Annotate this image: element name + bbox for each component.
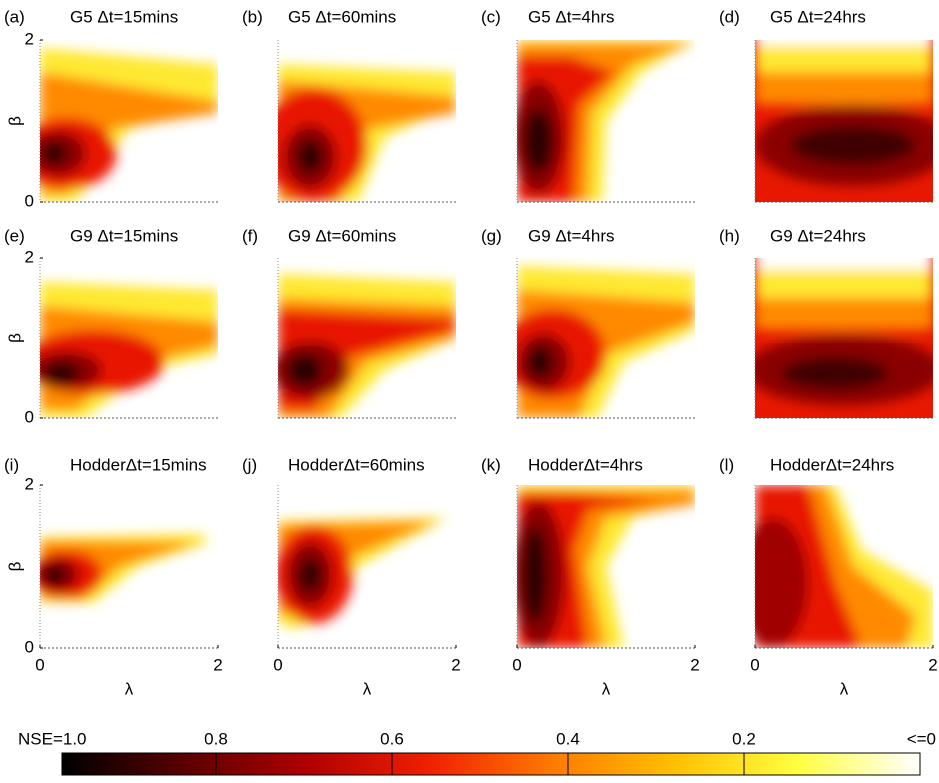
heatmap-core xyxy=(527,346,553,378)
x-tick-label: 0 xyxy=(273,655,282,674)
heatmap-core xyxy=(299,558,321,591)
y-tick-label: 0 xyxy=(25,191,34,210)
heatmap-core xyxy=(43,362,80,385)
panel-label: (k) xyxy=(481,455,501,474)
colorbar-tick-label: 0.8 xyxy=(204,729,228,748)
panel-title: G9 Δt=60mins xyxy=(288,226,396,245)
panel-label: (l) xyxy=(719,455,734,474)
x-axis-label: λ xyxy=(840,679,849,698)
heatmap-field xyxy=(517,485,695,648)
panel-title: HodderΔt=24hrs xyxy=(770,455,894,474)
x-tick-label: 2 xyxy=(451,655,460,674)
heatmap-region xyxy=(755,258,933,298)
heatmap-region xyxy=(755,40,933,45)
panel-title: HodderΔt=60mins xyxy=(288,455,425,474)
heatmap xyxy=(278,485,456,648)
heatmap xyxy=(40,485,218,648)
heatmap xyxy=(755,258,933,418)
heatmap xyxy=(517,40,695,202)
colorbar-tick-label: NSE=1.0 xyxy=(18,729,87,748)
panel-label: (h) xyxy=(719,226,740,245)
heatmap-field xyxy=(278,517,448,629)
y-axis-label: β xyxy=(5,116,24,126)
x-tick-label: 2 xyxy=(928,655,937,674)
x-tick-label: 0 xyxy=(750,655,759,674)
panel-title: G5 Δt=24hrs xyxy=(770,7,866,26)
colorbar-tick-label: 0.6 xyxy=(380,729,404,748)
panel-label: (f) xyxy=(242,226,258,245)
panel-title: G9 Δt=15mins xyxy=(70,226,178,245)
colorbar-tick-label: 0.2 xyxy=(732,729,756,748)
heatmap-field xyxy=(40,533,210,603)
heatmap-core xyxy=(41,142,67,165)
panel-title: G5 Δt=4hrs xyxy=(528,7,614,26)
panel-title: HodderΔt=15mins xyxy=(70,455,207,474)
heatmap-core xyxy=(522,525,548,624)
colorbar-tick-label: 0.4 xyxy=(556,729,580,748)
y-tick-label: 2 xyxy=(25,29,34,48)
heatmap-core xyxy=(755,517,809,648)
panel-label: (b) xyxy=(242,7,263,26)
heatmap xyxy=(755,40,933,202)
heatmap-field xyxy=(40,48,218,202)
heatmap-field xyxy=(40,282,218,418)
heatmap-field xyxy=(517,40,695,202)
y-axis-label: β xyxy=(5,333,24,343)
heatmap xyxy=(517,485,695,648)
x-tick-label: 0 xyxy=(35,655,44,674)
heatmap-core xyxy=(43,564,65,585)
heatmap-field xyxy=(278,64,456,202)
heatmap xyxy=(40,40,218,202)
heatmap-field xyxy=(755,40,933,186)
y-tick-label: 0 xyxy=(25,407,34,426)
heatmap xyxy=(755,485,933,648)
x-tick-label: 0 xyxy=(512,655,521,674)
heatmap-field xyxy=(755,485,933,648)
x-tick-label: 2 xyxy=(690,655,699,674)
panel-title: G9 Δt=24hrs xyxy=(770,226,866,245)
panel-label: (g) xyxy=(481,226,502,245)
heatmap xyxy=(40,258,218,418)
panel-label: (a) xyxy=(4,7,25,26)
y-tick-label: 2 xyxy=(25,247,34,266)
heatmap-region xyxy=(755,258,933,270)
x-axis-label: λ xyxy=(363,679,372,698)
heatmap xyxy=(278,258,456,418)
panel-title: G5 Δt=15mins xyxy=(70,7,178,26)
x-axis-label: λ xyxy=(602,679,611,698)
x-axis-label: λ xyxy=(125,679,134,698)
heatmap-core xyxy=(790,125,916,165)
colorbar xyxy=(61,752,921,776)
heatmap xyxy=(278,40,456,202)
panel-title: HodderΔt=4hrs xyxy=(528,455,643,474)
panel-title: G5 Δt=60mins xyxy=(288,7,396,26)
y-tick-label: 0 xyxy=(25,637,34,656)
heatmap-core xyxy=(781,357,889,390)
heatmap-field xyxy=(517,266,695,418)
panel-label: (d) xyxy=(719,7,740,26)
colorbar-tick-label: <=0 xyxy=(907,729,936,748)
heatmap-field xyxy=(755,258,933,406)
panel-label: (e) xyxy=(4,226,25,245)
heatmap-field xyxy=(278,274,456,418)
y-axis-label: β xyxy=(5,561,24,571)
panel-title: G9 Δt=4hrs xyxy=(528,226,614,245)
heatmap-core xyxy=(297,140,323,173)
panel-label: (i) xyxy=(4,455,19,474)
y-tick-label: 2 xyxy=(25,474,34,493)
heatmap-core xyxy=(286,354,323,386)
x-tick-label: 2 xyxy=(213,655,222,674)
heatmap-core xyxy=(524,108,553,173)
panel-label: (j) xyxy=(242,455,257,474)
panel-label: (c) xyxy=(481,7,501,26)
heatmap xyxy=(517,258,695,418)
heatmap-region xyxy=(755,40,933,73)
